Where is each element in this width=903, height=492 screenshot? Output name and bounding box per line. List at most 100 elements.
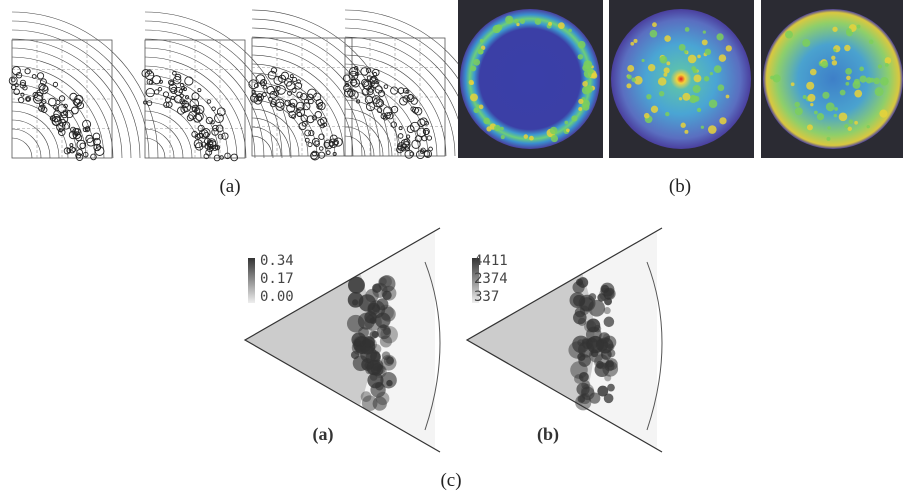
panel-caption: (b) bbox=[669, 176, 691, 197]
map-disk bbox=[460, 9, 600, 149]
blob bbox=[473, 108, 478, 113]
contour-arc bbox=[345, 55, 446, 156]
blob bbox=[708, 125, 717, 134]
blob bbox=[704, 76, 709, 81]
blob bbox=[651, 106, 658, 113]
blob bbox=[652, 22, 657, 27]
blob bbox=[697, 108, 701, 112]
blob bbox=[834, 107, 838, 111]
eddy bbox=[271, 68, 276, 73]
structure bbox=[574, 374, 583, 383]
blob bbox=[726, 45, 732, 51]
blob bbox=[660, 56, 668, 64]
blob bbox=[701, 126, 704, 129]
contour-arc bbox=[145, 129, 174, 158]
eddy bbox=[80, 143, 85, 148]
blob bbox=[689, 95, 697, 103]
blob bbox=[578, 99, 583, 104]
structure bbox=[370, 317, 377, 324]
colorbar-label: 337 bbox=[474, 289, 499, 305]
blob bbox=[831, 56, 835, 60]
eddy bbox=[185, 77, 193, 85]
blob bbox=[807, 94, 815, 102]
blob bbox=[839, 112, 848, 121]
blob bbox=[869, 40, 874, 45]
decor bbox=[9, 0, 903, 452]
structure bbox=[584, 320, 596, 332]
eddy bbox=[173, 71, 177, 75]
structure bbox=[376, 392, 389, 405]
blob bbox=[832, 27, 837, 32]
structure bbox=[386, 357, 394, 365]
subpanel-label: (a) bbox=[313, 424, 334, 445]
structure bbox=[381, 307, 396, 322]
blob bbox=[630, 42, 634, 46]
blob bbox=[846, 76, 851, 81]
blob bbox=[806, 82, 814, 90]
figure: (a) (b) (c) (a) (b) 0.34 0.17 0.00 4411 … bbox=[0, 0, 903, 492]
eddy bbox=[264, 86, 267, 89]
eddy bbox=[326, 151, 330, 155]
blob bbox=[859, 67, 864, 72]
blob bbox=[810, 103, 813, 106]
eddy bbox=[231, 154, 238, 161]
blob bbox=[846, 28, 852, 34]
blob bbox=[501, 135, 505, 139]
structure bbox=[604, 317, 615, 328]
blob bbox=[529, 136, 534, 141]
blob bbox=[693, 85, 701, 93]
blob bbox=[627, 65, 634, 72]
blob bbox=[844, 124, 848, 128]
blob bbox=[705, 49, 712, 56]
structure bbox=[382, 291, 391, 300]
structure bbox=[607, 384, 615, 392]
blob bbox=[550, 127, 558, 135]
structure bbox=[588, 300, 605, 317]
blob bbox=[691, 66, 696, 71]
blob bbox=[627, 75, 632, 80]
blob bbox=[702, 39, 708, 45]
contour-arc bbox=[12, 57, 113, 158]
eddy bbox=[249, 80, 258, 89]
eddy bbox=[391, 87, 398, 94]
eddy bbox=[406, 135, 409, 138]
contour-arc bbox=[12, 138, 32, 158]
blob bbox=[719, 117, 726, 124]
colorbar bbox=[248, 258, 255, 303]
blob bbox=[648, 64, 655, 71]
subpanel-label: (b) bbox=[537, 424, 559, 445]
blob bbox=[810, 69, 817, 76]
blob bbox=[685, 27, 690, 32]
eddy bbox=[53, 82, 57, 86]
structure bbox=[606, 358, 618, 370]
blob bbox=[558, 22, 565, 29]
blob bbox=[684, 50, 688, 54]
blob bbox=[834, 114, 838, 118]
blob bbox=[470, 65, 476, 71]
blob bbox=[714, 65, 722, 73]
blob bbox=[682, 93, 690, 101]
eddy bbox=[37, 73, 43, 79]
blob bbox=[803, 95, 807, 99]
colorbar-label: 0.17 bbox=[260, 271, 294, 287]
blob bbox=[514, 19, 519, 24]
eddy bbox=[427, 136, 431, 140]
blob bbox=[885, 63, 889, 67]
blob bbox=[633, 39, 637, 43]
blob bbox=[524, 134, 529, 139]
blob bbox=[770, 76, 774, 80]
blob bbox=[469, 80, 474, 85]
panel-caption: (c) bbox=[440, 470, 461, 491]
eddy bbox=[212, 107, 216, 111]
blob bbox=[679, 97, 682, 100]
blob bbox=[703, 31, 706, 34]
eddy bbox=[399, 127, 402, 130]
blob bbox=[665, 112, 669, 116]
blob bbox=[845, 68, 852, 75]
eddy bbox=[207, 100, 211, 104]
structure bbox=[578, 354, 591, 367]
eddy bbox=[154, 90, 158, 94]
blob bbox=[644, 113, 650, 119]
blob bbox=[718, 84, 725, 91]
blob bbox=[664, 35, 671, 42]
